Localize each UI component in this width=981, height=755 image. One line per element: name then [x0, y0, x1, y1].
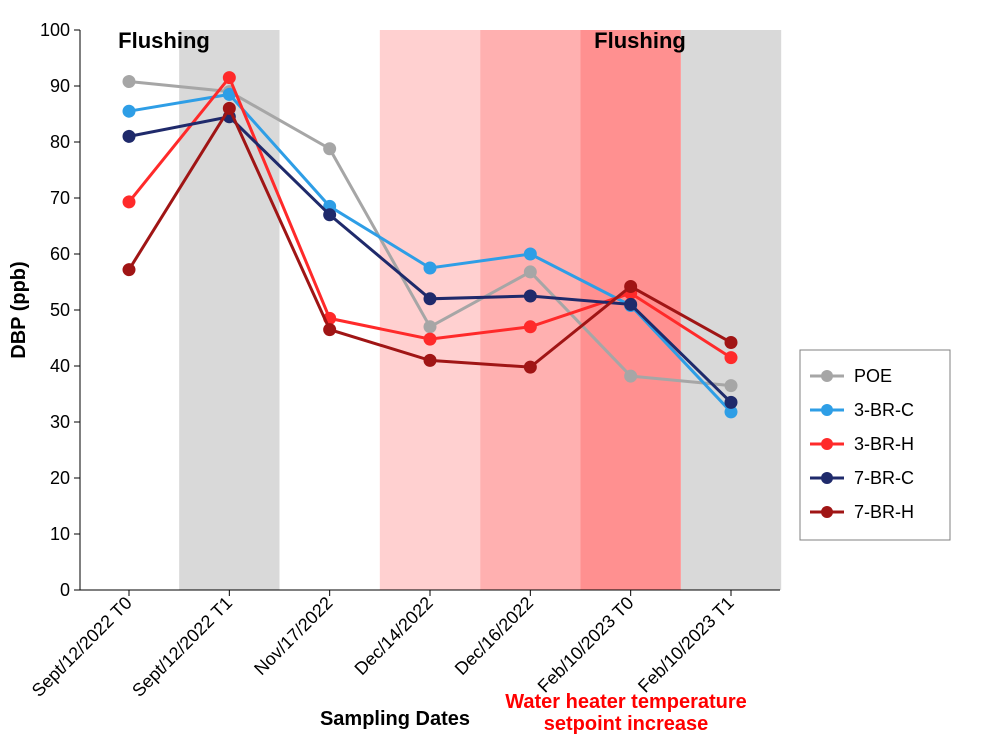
series-marker [123, 196, 135, 208]
series-marker [324, 209, 336, 221]
series-marker [223, 72, 235, 84]
chart-svg: 0 10 20 30 40 50 60 70 80 90 100 DBP (ppb) Sept/12/2… [0, 0, 981, 755]
series-marker [123, 76, 135, 88]
series-marker [123, 105, 135, 117]
legend-marker [821, 404, 833, 416]
y-tick-label: 80 [50, 132, 70, 152]
shaded-region [380, 30, 480, 590]
series-marker [725, 352, 737, 364]
y-tick-label: 50 [50, 300, 70, 320]
y-tick-label: 90 [50, 76, 70, 96]
x-tick-label: Sept/12/2022 T0 [28, 593, 136, 701]
legend-label: 3-BR-C [854, 400, 914, 420]
annotation: Flushing [594, 28, 686, 53]
series-marker [524, 290, 536, 302]
series-marker [223, 102, 235, 114]
y-tick-label: 30 [50, 412, 70, 432]
series-marker [324, 324, 336, 336]
series-marker [725, 396, 737, 408]
legend-label: 7-BR-C [854, 468, 914, 488]
annotation: Flushing [118, 28, 210, 53]
x-tick-label: Dec/16/2022 [451, 593, 537, 679]
series-marker [524, 361, 536, 373]
y-tick-label: 60 [50, 244, 70, 264]
y-axis-title: DBP (ppb) [8, 261, 30, 358]
legend-label: 3-BR-H [854, 434, 914, 454]
legend-marker [821, 506, 833, 518]
legend-marker [821, 438, 833, 450]
series-marker [524, 248, 536, 260]
y-tick-label: 40 [50, 356, 70, 376]
series-marker [524, 266, 536, 278]
legend-label: 7-BR-H [854, 502, 914, 522]
y-tick-label: 10 [50, 524, 70, 544]
series-marker [123, 264, 135, 276]
shaded-region [681, 30, 781, 590]
x-tick-label: Sept/12/2022 T1 [128, 593, 236, 701]
y-tick-label: 20 [50, 468, 70, 488]
series-marker [725, 380, 737, 392]
x-axis-title: Sampling Dates [320, 708, 470, 730]
y-tick-label: 100 [40, 20, 70, 40]
setpoint-label-line2: setpoint increase [544, 713, 709, 735]
series-marker [123, 130, 135, 142]
legend-marker [821, 370, 833, 382]
setpoint-label-line1: Water heater temperature [505, 691, 747, 713]
series-marker [524, 321, 536, 333]
series-marker [625, 298, 637, 310]
series-marker [625, 280, 637, 292]
x-tick-label: Feb/10/2023 T1 [634, 593, 738, 697]
x-tick-label: Feb/10/2023 T0 [534, 593, 638, 697]
y-tick-label: 70 [50, 188, 70, 208]
series-marker [324, 143, 336, 155]
series-marker [625, 370, 637, 382]
x-tick-label: Nov/17/2022 [250, 593, 336, 679]
series-marker [424, 293, 436, 305]
legend-marker [821, 472, 833, 484]
series-marker [725, 336, 737, 348]
y-tick-label: 0 [60, 580, 70, 600]
x-tick-label: Dec/14/2022 [351, 593, 437, 679]
series-marker [424, 333, 436, 345]
series-marker [424, 262, 436, 274]
legend-label: POE [854, 366, 892, 386]
series-marker [424, 321, 436, 333]
chart-container: 0 10 20 30 40 50 60 70 80 90 100 DBP (ppb) Sept/12/2… [0, 0, 981, 755]
series-marker [424, 354, 436, 366]
